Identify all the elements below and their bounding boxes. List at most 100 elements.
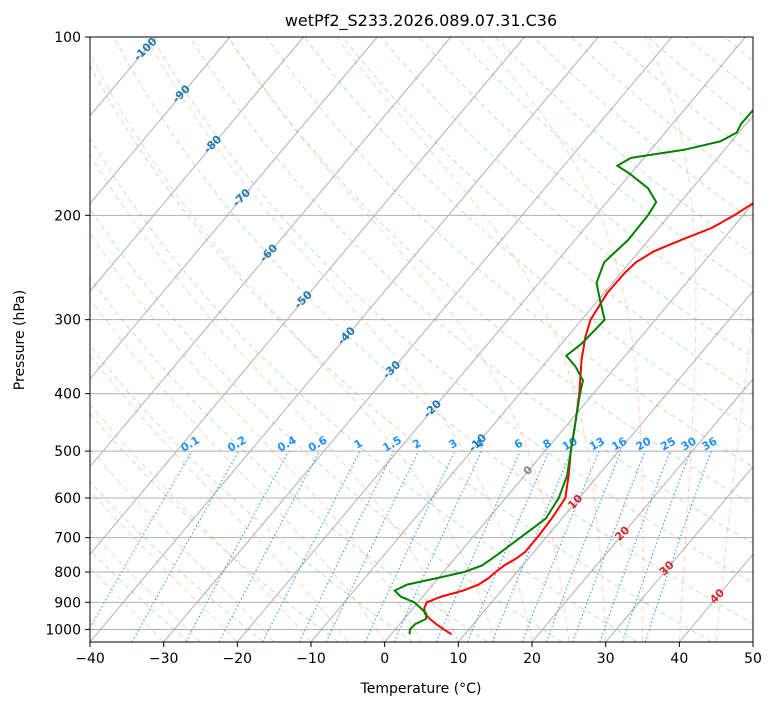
isotherm-line <box>90 37 231 205</box>
y-tick-label: 900 <box>54 595 81 611</box>
isotherm-line <box>163 37 673 642</box>
dry-adiabat-line <box>113 37 753 625</box>
x-tick-label: 40 <box>670 651 688 667</box>
moist-adiabat-line <box>715 313 753 642</box>
x-tick-label: 50 <box>744 651 762 667</box>
x-axis-label: Temperature (°C) <box>360 681 482 697</box>
mixing-ratio-line <box>545 450 622 642</box>
mixing-ratio-line <box>364 450 456 642</box>
dry-adiabat-line <box>265 37 753 468</box>
y-tick-label: 400 <box>54 387 81 403</box>
moist-adiabat-line <box>752 637 753 642</box>
x-tick-label: −30 <box>149 651 179 667</box>
mixing-ratio-label: 6 <box>512 436 525 451</box>
mixing-ratio-line <box>491 450 573 642</box>
dry-adiabat-line <box>189 37 753 545</box>
isotherm-line <box>384 202 753 642</box>
mixing-ratio-line <box>325 450 420 642</box>
mixing-ratio-line <box>572 450 646 642</box>
mixing-ratio-line <box>466 450 550 642</box>
isotherm-label: -40 <box>335 324 358 347</box>
moist-adiabat-line <box>145 37 533 642</box>
isotherm-line <box>678 553 753 642</box>
dry-adiabat-line <box>90 481 264 642</box>
dry-adiabat-line <box>90 276 488 642</box>
y-tick-label: 800 <box>54 565 81 581</box>
isotherm-line <box>752 641 753 642</box>
mixing-ratio-label: 3 <box>447 437 460 452</box>
mixing-ratio-line <box>393 450 482 642</box>
dry-adiabat-line <box>227 37 753 506</box>
isotherm-line <box>605 465 753 642</box>
dry-adiabat-line <box>90 137 638 642</box>
x-tick-label: 0 <box>380 651 389 667</box>
mixing-ratio-line <box>298 450 395 642</box>
dry-adiabat-line <box>571 37 753 189</box>
isotherm-line <box>0 37 9 642</box>
dry-adiabat-line <box>533 37 753 222</box>
y-tick-label: 1000 <box>45 622 81 638</box>
x-tick-label: −20 <box>223 651 253 667</box>
y-axis-label: Pressure (hPa) <box>12 290 28 390</box>
dry-adiabat-line <box>90 207 563 642</box>
x-tick-label: 30 <box>597 651 615 667</box>
dry-adiabat-line <box>304 37 753 431</box>
mixing-ratio-line <box>131 450 240 642</box>
moist-adiabat-line <box>90 354 349 642</box>
dry-adiabat-line <box>762 37 775 642</box>
moist-adiabat-line <box>90 153 459 642</box>
dry-adiabat-line <box>90 345 414 642</box>
isotherm-line <box>457 290 753 642</box>
plot-area: 0.1 0.2 0.4 0.6 1 1.5 2 3 4 6 8 10 13 16 20 25 30 36-100-… <box>0 35 775 642</box>
moist-adiabat-line <box>90 232 422 642</box>
moist-adiabat-line <box>336 37 607 642</box>
dry-adiabat-line <box>90 549 190 642</box>
dry-adiabat-line <box>647 37 753 124</box>
y-tick-label: 100 <box>54 30 81 46</box>
moist-adiabat-line <box>90 448 275 642</box>
isotherm-label: -50 <box>292 288 315 311</box>
moist-adiabat-line <box>90 490 238 642</box>
mixing-ratio-line <box>621 450 692 642</box>
mixing-ratio-line <box>90 450 193 629</box>
mixing-ratio-line <box>185 450 290 642</box>
x-tick-label: 20 <box>523 651 541 667</box>
isotherm-label: -70 <box>230 186 253 209</box>
dry-adiabat-line <box>342 37 753 394</box>
dry-adiabat-line <box>685 37 753 93</box>
dry-adiabat-line <box>90 413 339 642</box>
dewpoint-profile-line <box>392 108 753 635</box>
temperature-profile-line <box>423 202 753 636</box>
mixing-ratio-label: 8 <box>541 437 554 452</box>
moist-adiabat-line <box>644 37 697 642</box>
dry-adiabat-line <box>456 37 753 289</box>
moist-adiabat-line <box>90 298 386 642</box>
y-tick-label: 300 <box>54 313 81 329</box>
isotherm-line <box>90 37 304 292</box>
y-tick-label: 700 <box>54 531 81 547</box>
y-tick-label: 500 <box>54 444 81 460</box>
isotherm-line <box>90 37 452 468</box>
dry-adiabat-line <box>380 37 753 359</box>
plot-frame <box>89 36 754 643</box>
isotherm-label: -20 <box>421 397 444 420</box>
dry-adiabat-line <box>90 64 712 642</box>
y-tick-label: 200 <box>54 208 81 224</box>
moist-adiabat-line <box>479 37 644 642</box>
isotherm-line <box>310 115 753 642</box>
mixing-ratio-line <box>599 450 671 642</box>
isotherm-line <box>90 37 525 556</box>
moist-adiabat-line <box>90 53 496 642</box>
moist-adiabat-line <box>227 37 570 642</box>
dry-adiabat-line <box>494 37 753 255</box>
mixing-ratio-label: 2 <box>410 437 423 452</box>
isotherm-line <box>90 37 378 380</box>
axes: −40 −30 −20 −10 0 10 20 30 40 50 100 200 300 400 500 60… <box>45 30 762 667</box>
isotherm-label: -100 <box>131 35 160 64</box>
mixing-ratio-line <box>644 450 712 642</box>
dry-adiabat-line <box>723 37 753 61</box>
chart-title: wetPf2_S233.2026.089.07.31.C36 <box>285 11 557 31</box>
dry-adiabat-line <box>418 37 753 324</box>
isotherm-line <box>236 37 746 642</box>
